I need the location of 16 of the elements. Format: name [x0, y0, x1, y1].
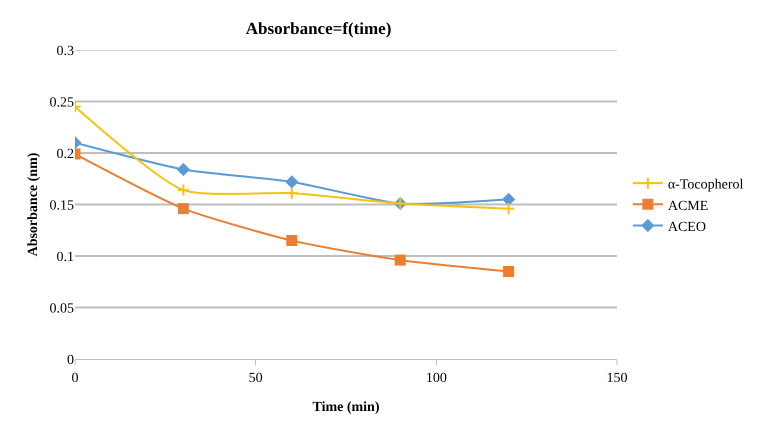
legend-label: ACME: [668, 198, 708, 214]
x-tick-label: 150: [606, 370, 628, 386]
chart-title: Absorbance=f(time): [246, 18, 392, 38]
y-tick-label: 0: [67, 352, 74, 368]
legend-label: ACEO: [668, 220, 706, 235]
y-tick-label: 0.15: [50, 198, 74, 214]
y-axis-title: Absorbance (nm): [26, 152, 41, 256]
y-tick-label: 0.25: [50, 95, 74, 110]
x-tick-label: 50: [248, 370, 263, 386]
y-tick-label: 0.05: [50, 301, 74, 316]
x-tick-label: 100: [426, 370, 447, 386]
y-tick-label: 0.2: [56, 146, 74, 162]
y-tick-label: 0.3: [56, 44, 74, 59]
x-axis-title: Time (min): [312, 400, 380, 415]
legend-label: α-Tocopherol: [668, 178, 744, 193]
y-tick-label: 0.1: [56, 250, 74, 265]
